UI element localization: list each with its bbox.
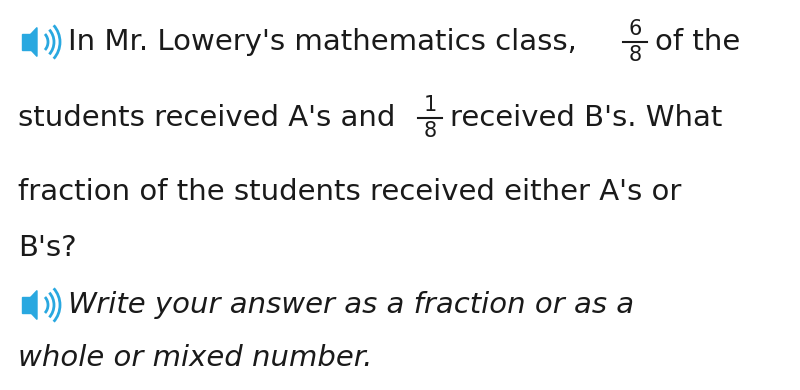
Text: 8: 8 [629, 45, 642, 65]
Text: students received A's and: students received A's and [18, 104, 405, 132]
Polygon shape [30, 291, 37, 319]
Text: of the: of the [655, 28, 740, 56]
Text: whole or mixed number.: whole or mixed number. [18, 344, 372, 372]
Polygon shape [22, 34, 30, 50]
Text: 6: 6 [628, 19, 642, 39]
Text: In Mr. Lowery's mathematics class,: In Mr. Lowery's mathematics class, [68, 28, 586, 56]
Text: fraction of the students received either A's or: fraction of the students received either… [18, 178, 682, 206]
Text: received B's. What: received B's. What [450, 104, 722, 132]
Text: B's?: B's? [18, 234, 77, 262]
Polygon shape [22, 298, 30, 313]
Text: 1: 1 [423, 95, 437, 115]
Text: 8: 8 [423, 121, 437, 141]
Polygon shape [30, 28, 37, 57]
Text: Write your answer as a fraction or as a: Write your answer as a fraction or as a [68, 291, 634, 319]
